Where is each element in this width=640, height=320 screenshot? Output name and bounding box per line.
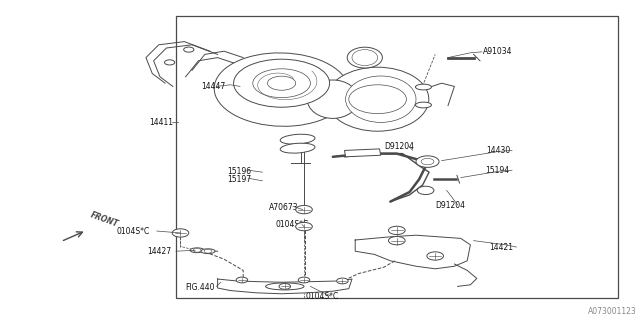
Text: 14430: 14430 <box>486 146 511 155</box>
Polygon shape <box>218 279 352 294</box>
Text: 14411: 14411 <box>149 118 173 127</box>
Text: D91204: D91204 <box>384 142 414 151</box>
Ellipse shape <box>307 80 358 118</box>
Circle shape <box>296 205 312 214</box>
Circle shape <box>193 248 201 252</box>
Circle shape <box>416 156 439 167</box>
Text: 0104S*C: 0104S*C <box>116 227 150 236</box>
Text: D91204: D91204 <box>435 201 465 210</box>
Ellipse shape <box>280 143 315 153</box>
Text: 15194: 15194 <box>485 166 509 175</box>
Circle shape <box>253 69 310 98</box>
Ellipse shape <box>280 134 315 144</box>
Text: 15196: 15196 <box>227 167 252 176</box>
Ellipse shape <box>190 248 204 253</box>
Circle shape <box>388 226 405 235</box>
Bar <box>344 149 381 157</box>
Ellipse shape <box>415 84 431 90</box>
Text: 15197: 15197 <box>227 175 252 184</box>
Circle shape <box>184 47 194 52</box>
Text: FRONT: FRONT <box>90 210 120 229</box>
Text: A073001123: A073001123 <box>588 307 637 316</box>
Ellipse shape <box>352 50 378 66</box>
Circle shape <box>279 284 291 289</box>
Text: 0104S*C: 0104S*C <box>275 220 308 229</box>
Circle shape <box>388 236 405 245</box>
Ellipse shape <box>201 249 215 253</box>
Circle shape <box>349 85 406 114</box>
Circle shape <box>427 252 444 260</box>
Ellipse shape <box>266 283 304 290</box>
Circle shape <box>172 229 189 237</box>
Circle shape <box>417 186 434 195</box>
Text: 0104S*C: 0104S*C <box>305 292 339 301</box>
Ellipse shape <box>347 47 383 68</box>
Circle shape <box>337 278 348 284</box>
Circle shape <box>164 60 175 65</box>
Bar <box>176 16 618 298</box>
Circle shape <box>296 222 312 231</box>
Ellipse shape <box>415 102 431 108</box>
Text: A91034: A91034 <box>483 47 513 56</box>
Circle shape <box>298 277 310 283</box>
Text: 14447: 14447 <box>202 82 226 91</box>
Circle shape <box>268 76 296 90</box>
Circle shape <box>236 277 248 283</box>
Circle shape <box>204 249 212 253</box>
Text: 14421: 14421 <box>490 243 514 252</box>
Ellipse shape <box>346 76 416 122</box>
Ellipse shape <box>326 67 429 131</box>
Text: FIG.440: FIG.440 <box>186 283 215 292</box>
Ellipse shape <box>214 53 349 126</box>
Text: A70673: A70673 <box>269 203 298 212</box>
Circle shape <box>421 158 434 165</box>
Text: 14427: 14427 <box>147 247 172 256</box>
Circle shape <box>234 59 330 107</box>
